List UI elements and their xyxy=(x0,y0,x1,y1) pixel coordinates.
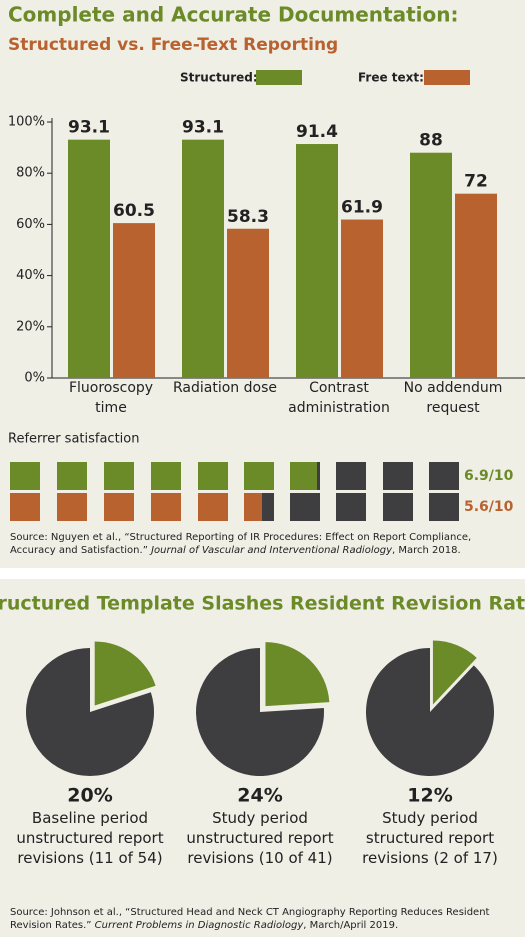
waffle-cell xyxy=(429,462,459,490)
pie-remainder xyxy=(196,648,324,777)
waffle-fill xyxy=(151,462,181,490)
source-note: Source: Johnson et al., “Structured Head… xyxy=(10,906,515,932)
waffle-title: Referrer satisfaction xyxy=(8,432,140,447)
source-note: Source: Nguyen et al., “Structured Repor… xyxy=(10,531,515,557)
section-divider xyxy=(0,568,525,579)
waffle-fill xyxy=(244,462,274,490)
pie-remainder xyxy=(26,648,154,776)
bar-value-label: 72 xyxy=(464,172,488,192)
waffle-cell xyxy=(336,493,366,521)
pie-value-label: 24% xyxy=(237,785,282,807)
pie-caption: Baseline period unstructured report revi… xyxy=(16,809,164,867)
bar-value-label: 93.1 xyxy=(68,118,110,138)
legend-swatch xyxy=(256,70,302,85)
bar-value-label: 58.3 xyxy=(227,207,269,227)
waffle-fill xyxy=(104,462,134,490)
bar xyxy=(227,228,269,378)
x-tick-label: Radiation dose xyxy=(173,380,277,396)
bar xyxy=(182,139,224,378)
source-date: , March 2018. xyxy=(392,545,461,556)
pie-slice xyxy=(432,640,477,705)
pie-slice xyxy=(94,641,156,706)
legend-label: Structured: xyxy=(180,71,258,85)
waffle-fill xyxy=(104,493,134,521)
legend-label: Free text: xyxy=(358,71,424,85)
y-tick-label: 20% xyxy=(16,319,45,334)
chart-subtitle: Structured vs. Free-Text Reporting xyxy=(8,35,338,55)
pie-value-label: 20% xyxy=(67,785,112,807)
waffle-fill xyxy=(198,462,228,490)
waffle-fill xyxy=(198,493,228,521)
legend-swatch xyxy=(424,70,470,85)
waffle-fill xyxy=(57,462,87,490)
bar xyxy=(410,152,452,378)
y-tick-label: 0% xyxy=(24,371,45,386)
bar-value-label: 60.5 xyxy=(113,201,155,221)
pie-value-label: 12% xyxy=(407,785,452,807)
bar-value-label: 88 xyxy=(419,131,443,151)
pie-remainder xyxy=(366,648,494,776)
y-tick-label: 100% xyxy=(8,115,45,130)
bar-value-label: 93.1 xyxy=(182,118,224,138)
bar xyxy=(113,223,155,378)
waffle-cell xyxy=(290,493,320,521)
bar xyxy=(341,219,383,378)
bar xyxy=(68,139,110,378)
waffle-fill xyxy=(57,493,87,521)
waffle-fill xyxy=(10,493,40,521)
waffle-cell xyxy=(429,493,459,521)
waffle-fill xyxy=(290,462,317,490)
y-tick-label: 60% xyxy=(16,217,45,232)
source-text: Source: Johnson et al., “Structured Head… xyxy=(10,907,490,931)
source-date: , March/April 2019. xyxy=(303,920,399,931)
y-tick-label: 40% xyxy=(16,268,45,283)
waffle-fill xyxy=(10,462,40,490)
waffle-value-label: 6.9/10 xyxy=(464,468,514,484)
bar xyxy=(296,144,338,378)
x-tick-label: No addendum request xyxy=(403,380,503,416)
waffle-cell xyxy=(383,493,413,521)
waffle-value-label: 5.6/10 xyxy=(464,499,514,515)
waffle-fill xyxy=(151,493,181,521)
pie-caption: Study period unstructured report revisio… xyxy=(186,809,334,867)
source-journal: Journal of Vascular and Interventional R… xyxy=(151,545,392,556)
chart-title: Complete and Accurate Documentation: xyxy=(8,3,459,27)
source-text: Source: Nguyen et al., “Structured Repor… xyxy=(10,532,472,556)
source-journal: Current Problems in Diagnostic Radiology xyxy=(94,920,304,931)
x-tick-label: Contrast administration xyxy=(288,380,390,416)
waffle-cell xyxy=(336,462,366,490)
bar-value-label: 91.4 xyxy=(296,122,338,142)
waffle-cell xyxy=(383,462,413,490)
bar xyxy=(455,193,497,378)
pie-title: Structured Template Slashes Resident Rev… xyxy=(0,593,525,615)
pie-caption: Study period structured report revisions… xyxy=(362,809,498,867)
x-tick-label: Fluoroscopy time xyxy=(68,380,154,416)
bar-value-label: 61.9 xyxy=(341,198,383,218)
pie-slice xyxy=(265,642,330,707)
y-tick-label: 80% xyxy=(16,166,45,181)
waffle-fill xyxy=(244,493,262,521)
